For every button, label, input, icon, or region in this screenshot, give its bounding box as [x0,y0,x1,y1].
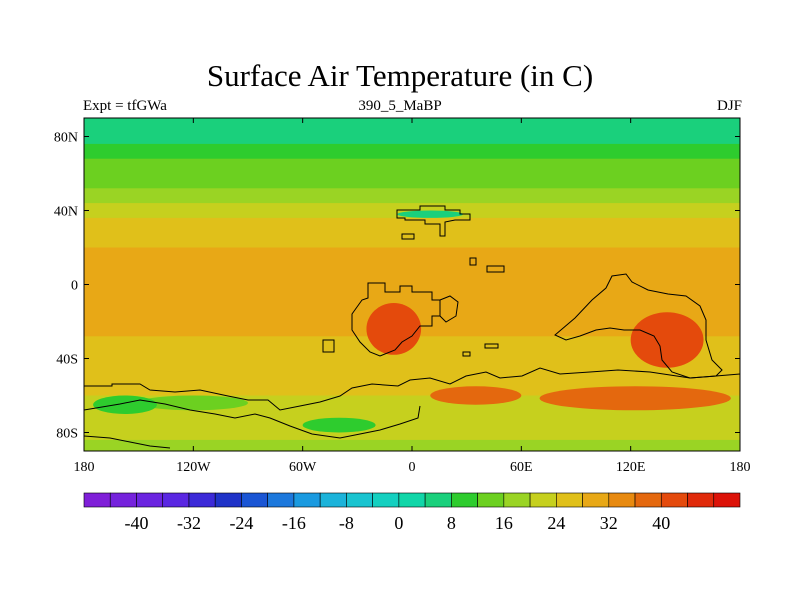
colorbar-box [634,492,662,508]
colorbar-label: 8 [447,513,456,533]
colorbar-box [451,492,478,508]
colorbar-label: -32 [177,513,201,533]
lon-tick-label: 60E [510,460,533,475]
lon-tick-label: 60W [289,460,317,475]
colorbar-box [687,492,715,508]
colorbar-box [713,492,741,508]
colorbar-label: 24 [547,513,565,533]
colorbar-box [608,492,636,508]
temperature-region [366,303,422,355]
coastline-southern-continent [84,367,740,449]
lat-tick-label: 80S [56,427,78,442]
temperature-band [84,262,740,278]
colorbar [83,492,741,508]
temperature-band [84,291,740,308]
regional-anomalies [93,210,731,433]
temperature-band [84,277,740,293]
lon-tick-label: 180 [730,460,751,475]
temperature-band [84,439,740,451]
temperature-band [84,158,740,174]
temperature-band [84,217,740,234]
colorbar-box [241,492,268,508]
temperature-band [84,247,740,263]
coastline-north-island [396,205,471,237]
lat-tick-label: 80N [54,131,78,146]
temperature-band [84,143,740,160]
experiment-label: Expt = tfGWa [83,98,167,114]
colorbar-label: -8 [339,513,354,533]
colorbar-box [556,492,583,508]
coastline-arc-continent [554,273,723,379]
colorbar-box [503,492,531,508]
season-label: DJF [716,98,742,114]
colorbar-box [346,492,373,508]
coastline-eastern-landmass [439,295,459,323]
colorbar-box [529,492,557,508]
temperature-band [84,232,740,248]
colorbar-box [319,492,347,508]
temperature-region [539,386,731,411]
lat-tick-label: 40S [56,353,78,368]
colorbar-label: -24 [229,513,253,533]
colorbar-label: 32 [600,513,618,533]
colorbar-box [424,492,452,508]
temperature-band [84,129,740,145]
temperature-region [138,395,248,411]
lat-tick-label: 40N [54,205,78,220]
temperature-band [84,365,740,382]
temperature-band [84,203,740,219]
colorbar-box [83,492,111,508]
temperature-band [84,425,740,441]
temperature-band [84,118,740,130]
latitude-axis: 80N 40N 0 40S 80S [54,131,740,442]
longitude-axis: 180 120W 60W 0 60E 120E 180 [74,118,751,475]
temperature-band [84,351,740,367]
temperature-band [84,410,740,426]
colorbar-box [267,492,295,508]
coastline-small-islands [322,233,505,357]
lon-tick-label: 0 [409,460,416,475]
colorbar-label: -16 [282,513,306,533]
colorbar-label: 40 [652,513,670,533]
lon-tick-label: 120W [176,460,211,475]
temperature-region [302,417,376,433]
colorbar-label: 0 [394,513,403,533]
colorbar-box [293,492,321,508]
colorbar-box [477,492,505,508]
colorbar-box [109,492,137,508]
lon-tick-label: 180 [74,460,95,475]
temperature-region [93,395,157,414]
colorbar-box [188,492,216,508]
lat-tick-label: 0 [71,279,78,294]
colorbar-box [136,492,164,508]
coastlines [84,205,740,449]
colorbar-box [372,492,400,508]
temperature-field [84,118,740,451]
colorbar-box [660,492,688,508]
colorbar-labels: -40 -32 -24 -16 -8 0 8 16 24 32 40 [124,513,670,533]
coastline-western-continent [351,282,441,357]
colorbar-label: 16 [495,513,513,533]
temperature-region [630,312,704,368]
temperature-region [397,210,464,218]
plot-title: Surface Air Temperature (in C) [206,58,594,93]
time-label: 390_5_MaBP [358,98,442,114]
lon-tick-label: 120E [616,460,646,475]
colorbar-box [398,492,426,508]
colorbar-box [582,492,610,508]
latitude-bands [84,118,740,451]
colorbar-label: -40 [124,513,148,533]
temperature-band [84,188,740,204]
colorbar-box [162,492,190,508]
temperature-band [84,173,740,189]
colorbar-box [214,492,242,508]
temperature-region [430,386,522,405]
